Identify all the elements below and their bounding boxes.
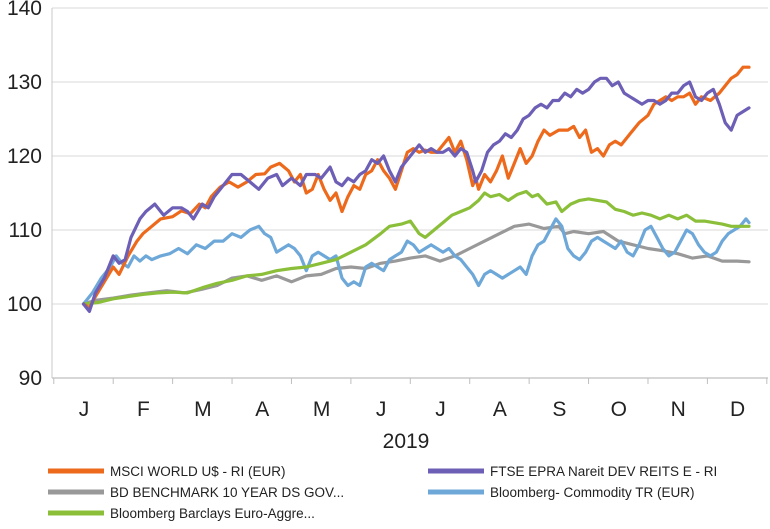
x-tick-label: F [137,398,150,421]
x-tick-label: A [255,398,269,421]
x-tick-label: M [313,398,331,421]
x-tick-label: S [552,398,566,421]
x-axis-label: 2019 [383,430,430,453]
y-tick-label-90: 90 [19,367,42,390]
x-tick-label: J [376,398,387,421]
legend-label-4: Bloomberg Barclays Euro-Aggre... [110,506,315,521]
x-tick-label: J [79,398,90,421]
x-tick-label: A [493,398,507,421]
legend-label-0: MSCI WORLD U$ - RI (EUR) [110,464,286,479]
y-tick-label-100: 100 [7,293,42,316]
legend: MSCI WORLD U$ - RI (EUR) FTSE EPRA Nareit… [48,464,717,521]
axes [51,8,768,384]
legend-label-2: BD BENCHMARK 10 YEAR DS GOV... [110,485,344,500]
x-tick-label: D [730,398,745,421]
y-tick-label-130: 130 [7,71,42,94]
series-line-0 [81,65,751,310]
legend-label-3: Bloomberg- Commodity TR (EUR) [490,485,695,500]
x-tick-label: N [671,398,686,421]
x-tick-label: M [194,398,212,421]
y-tick-label-140: 140 [7,0,42,20]
series-line-1 [81,76,751,313]
series-lines [81,65,751,313]
y-tick-label-110: 110 [9,219,42,242]
series-line-2 [81,222,751,306]
legend-label-1: FTSE EPRA Nareit DEV REITS E - RI [490,464,717,479]
y-tick-labels: 90 100 110 120 130 140 [7,0,42,390]
series-line-4 [81,189,751,306]
series-line-3 [81,217,751,306]
x-tick-label: O [611,398,627,421]
x-tick-label: J [435,398,446,421]
y-tick-label-120: 120 [7,145,42,168]
